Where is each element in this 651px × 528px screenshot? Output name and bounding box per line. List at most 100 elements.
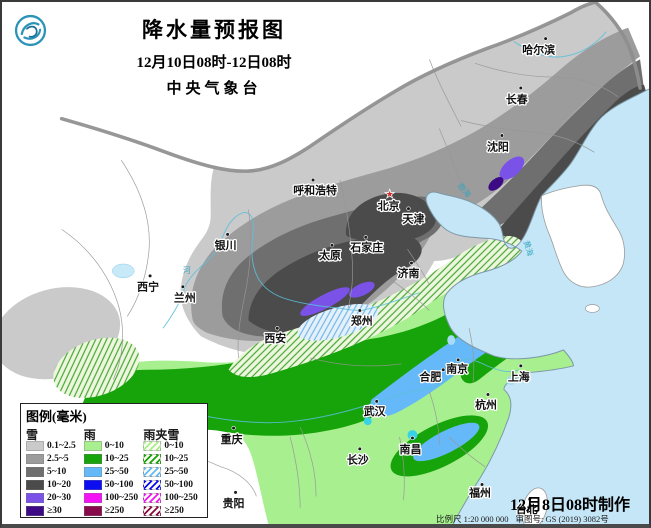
- national-borders: [59, 2, 642, 173]
- map-title: 降水量预报图: [142, 18, 286, 42]
- city-dot: [406, 206, 411, 211]
- legend-swatch: [83, 505, 102, 516]
- legend-range-label: 0~10: [104, 441, 124, 452]
- legend-row: 5~10: [26, 466, 84, 479]
- capital-star-marker: ★: [386, 189, 394, 199]
- legend-row: 20~30: [26, 492, 84, 505]
- legend-range-label: 50~100: [164, 480, 194, 491]
- legend-row: 10~25: [83, 453, 144, 466]
- legend-column-2: 雨夹雪 0~10 10~25 25~50 50~100 100~250 ≥250: [143, 426, 207, 517]
- legend-swatch: [26, 493, 44, 503]
- map-credits: 比例尺 1:20 000 000 审图号: GS (2019) 3082号: [436, 513, 616, 524]
- legend-swatch: [26, 441, 44, 452]
- legend-columns: 雪 0.1~2.5 2.5~5 5~10 10~20 20~30 ≥30 雨 0~10 10~25…: [26, 426, 207, 517]
- legend-swatch: [143, 441, 162, 452]
- coastline: [425, 88, 649, 524]
- city-dot: [363, 235, 368, 240]
- city-dot: [543, 36, 548, 41]
- city-dot: [409, 260, 414, 266]
- legend-range-label: ≥30: [47, 505, 62, 516]
- legend-row: 2.5~5: [26, 453, 84, 466]
- city-dot: [225, 232, 230, 237]
- city-dot: [410, 435, 415, 441]
- legend-column-1: 雨 0~10 10~25 25~50 50~100 100~250 ≥250: [83, 426, 144, 517]
- legend-range-label: 50~100: [104, 480, 134, 491]
- legend-range-label: 2.5~5: [47, 454, 69, 465]
- city-dot: [485, 392, 491, 397]
- city-dot: [147, 273, 153, 278]
- legend-range-label: 20~30: [47, 493, 71, 503]
- legend-row: 100~250: [143, 492, 207, 505]
- city-dot: [357, 446, 362, 451]
- city-label: 台北: [516, 502, 538, 516]
- city-label: 沈阳: [487, 139, 509, 153]
- city-label: 太原: [319, 248, 341, 262]
- legend-range-label: 10~25: [104, 454, 129, 465]
- city-dot: [310, 177, 316, 183]
- legend-column-0: 雪 0.1~2.5 2.5~5 5~10 10~20 20~30 ≥30: [26, 426, 84, 517]
- legend-range-label: ≥250: [104, 505, 125, 516]
- legend-swatch: [26, 467, 44, 478]
- heavy-snow-areas: [300, 156, 525, 316]
- legend-swatch: [83, 493, 102, 503]
- legend-range-label: 100~250: [104, 493, 139, 503]
- city-label: 长春: [506, 92, 528, 106]
- city-label: 北京: [378, 199, 400, 213]
- legend-swatch: [83, 467, 102, 478]
- legend-panel: 图例(毫米) 雪 0.1~2.5 2.5~5 5~10 10~20 20~30 ≥30 雨 0~…: [20, 403, 208, 518]
- city-dot: [329, 243, 335, 248]
- legend-range-label: 5~10: [47, 467, 67, 478]
- legend-row: 0.1~2.5: [26, 440, 84, 453]
- legend-column-header: 雨夹雪: [143, 428, 180, 442]
- legend-swatch: [83, 441, 102, 452]
- map-scale: 比例尺 1:20 000 000: [436, 514, 509, 524]
- legend-row: 0~10: [83, 440, 144, 453]
- city-label: 贵阳: [223, 496, 245, 510]
- legend-swatch: [143, 467, 162, 478]
- approval-number: 审图号: GS (2019) 3082号: [515, 514, 609, 524]
- map-period: 12月10日08时-12日08时: [136, 55, 292, 71]
- korea-peninsula: [541, 184, 625, 288]
- legend-row: 100~250: [83, 492, 144, 505]
- city-label: 重庆: [221, 432, 243, 446]
- city-dot: [275, 326, 280, 331]
- city-label: 哈尔滨: [522, 42, 555, 56]
- city-dot: [441, 367, 446, 372]
- legend-range-label: 25~50: [104, 467, 129, 478]
- legend-swatch: [26, 454, 44, 465]
- city-dot: [456, 357, 461, 362]
- city-dot: [499, 133, 504, 138]
- city-dot: [479, 482, 485, 487]
- legend-column-header: 雨: [83, 428, 96, 442]
- legend-row: 0~10: [143, 440, 207, 453]
- city-label: 福州: [468, 485, 491, 499]
- legend-row: 10~25: [143, 453, 207, 466]
- legend-swatch: [143, 493, 162, 503]
- city-dot: [374, 399, 379, 404]
- city-label: 西宁: [137, 280, 159, 294]
- legend-row: 25~50: [83, 466, 144, 479]
- city-label: 银川: [215, 238, 237, 252]
- legend-swatch: [143, 505, 162, 516]
- lakes: [112, 263, 516, 440]
- legend-swatch: [26, 505, 44, 516]
- legend-range-label: 25~50: [164, 467, 189, 478]
- city-label: 南昌: [400, 442, 422, 456]
- legend-row: ≥30: [26, 504, 84, 517]
- city-label: 呼和浩特: [293, 183, 337, 197]
- jeju-island: [585, 304, 600, 313]
- city-label: 石家庄: [349, 240, 383, 254]
- production-time: 12月8日08时制作: [510, 497, 631, 514]
- city-dot: [233, 490, 238, 495]
- legend-row: 50~100: [143, 479, 207, 492]
- legend-title: 图例(毫米): [26, 409, 87, 424]
- city-label: 杭州: [475, 397, 497, 411]
- legend-range-label: ≥250: [164, 505, 184, 516]
- legend-swatch: [143, 480, 162, 491]
- legend-range-label: 10~20: [47, 480, 71, 491]
- legend-row: 50~100: [83, 479, 144, 492]
- legend-swatch: [26, 480, 44, 491]
- legend-swatch: [83, 454, 102, 465]
